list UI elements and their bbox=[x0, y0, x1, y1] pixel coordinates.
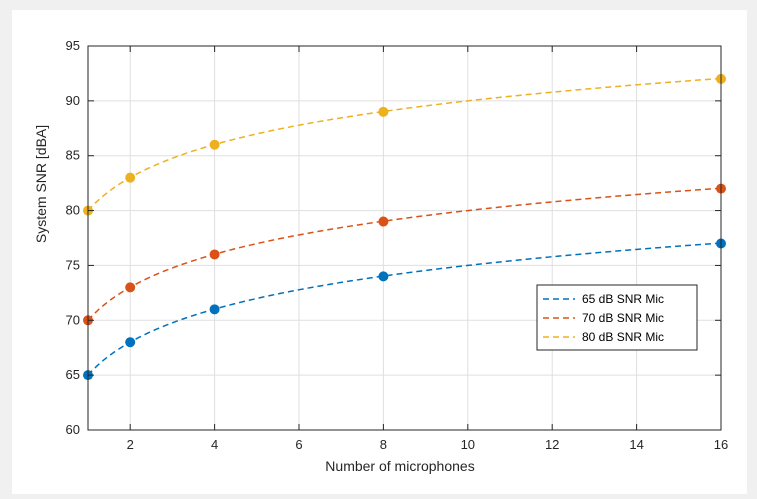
x-axis-label: Number of microphones bbox=[325, 458, 474, 474]
figure-frame: 2 4 6 8 10 12 14 16 60 65 70 75 80 85 90 95 Number of m… bbox=[12, 10, 747, 494]
data-point bbox=[209, 139, 220, 150]
x-tick-label: 16 bbox=[714, 437, 728, 452]
data-point bbox=[125, 172, 136, 183]
y-tick-label: 95 bbox=[66, 38, 80, 53]
y-tick-label: 75 bbox=[66, 257, 80, 272]
series-line-1 bbox=[87, 242, 722, 376]
legend-entry: 65 dB SNR Mic bbox=[582, 292, 664, 306]
x-tick-label: 8 bbox=[380, 437, 387, 452]
legend: 65 dB SNR Mic 70 dB SNR Mic 80 dB SNR Mic bbox=[536, 284, 698, 351]
data-point bbox=[125, 282, 136, 293]
y-axis-label: System SNR [dBA] bbox=[33, 125, 49, 243]
axes-box bbox=[87, 45, 722, 431]
x-tick-label: 6 bbox=[295, 437, 302, 452]
data-point bbox=[125, 337, 136, 348]
data-point bbox=[209, 304, 220, 315]
x-tick-label: 12 bbox=[545, 437, 559, 452]
data-point bbox=[378, 106, 389, 117]
legend-entry: 80 dB SNR Mic bbox=[582, 330, 664, 344]
y-tick-label: 65 bbox=[66, 367, 80, 382]
y-tick-label: 80 bbox=[66, 203, 80, 218]
y-tick-label: 60 bbox=[66, 422, 80, 437]
tick-labels: 2 4 6 8 10 12 14 16 60 65 70 75 80 85 90 95 bbox=[66, 38, 729, 452]
y-tick-label: 70 bbox=[66, 312, 80, 327]
x-tick-label: 2 bbox=[127, 437, 134, 452]
grid-lines bbox=[88, 45, 722, 431]
data-point bbox=[378, 216, 389, 227]
series-line-3 bbox=[87, 77, 722, 212]
series-line-2 bbox=[87, 187, 722, 321]
y-tick-label: 85 bbox=[66, 148, 80, 163]
series-lines bbox=[83, 73, 726, 381]
x-tick-label: 14 bbox=[629, 437, 643, 452]
x-tick-label: 10 bbox=[461, 437, 475, 452]
x-tick-label: 4 bbox=[211, 437, 218, 452]
y-tick-label: 90 bbox=[66, 93, 80, 108]
axes bbox=[87, 45, 722, 431]
data-point bbox=[209, 249, 220, 260]
snr-chart: 2 4 6 8 10 12 14 16 60 65 70 75 80 85 90 95 Number of m… bbox=[33, 38, 729, 474]
legend-entry: 70 dB SNR Mic bbox=[582, 311, 664, 325]
data-point bbox=[378, 271, 389, 282]
